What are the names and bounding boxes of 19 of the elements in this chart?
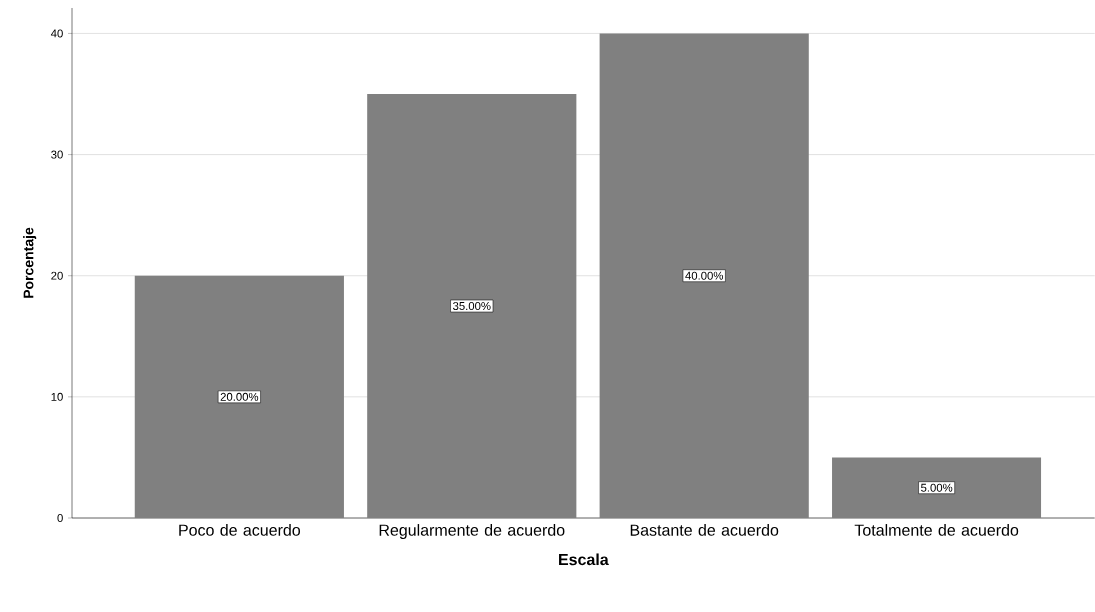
x-tick-label: Regularmente de acuerdo <box>379 524 565 539</box>
x-tick-label: Poco de acuerdo <box>179 524 301 536</box>
data-label: 5.00% <box>921 483 953 492</box>
y-tick-label: 0 <box>57 514 63 523</box>
y-axis-title: Porcentaje <box>23 227 37 298</box>
y-tick-label: 40 <box>50 29 63 38</box>
y-tick-label: 30 <box>51 150 63 159</box>
bar <box>367 94 577 518</box>
bar <box>599 33 809 518</box>
y-tick-label: 20 <box>51 271 63 280</box>
x-tick-label: Totalmente de acuerdo <box>854 524 1019 536</box>
data-label: 20.00% <box>220 392 259 401</box>
y-tick-label: 10 <box>51 392 63 401</box>
x-tick-label: Bastante de acuerdo <box>630 524 779 536</box>
bar <box>832 457 1042 518</box>
bar <box>134 275 344 518</box>
data-label: 40.00% <box>685 271 724 280</box>
x-axis-title: Escala <box>559 553 609 566</box>
data-label: 35.00% <box>453 302 491 311</box>
